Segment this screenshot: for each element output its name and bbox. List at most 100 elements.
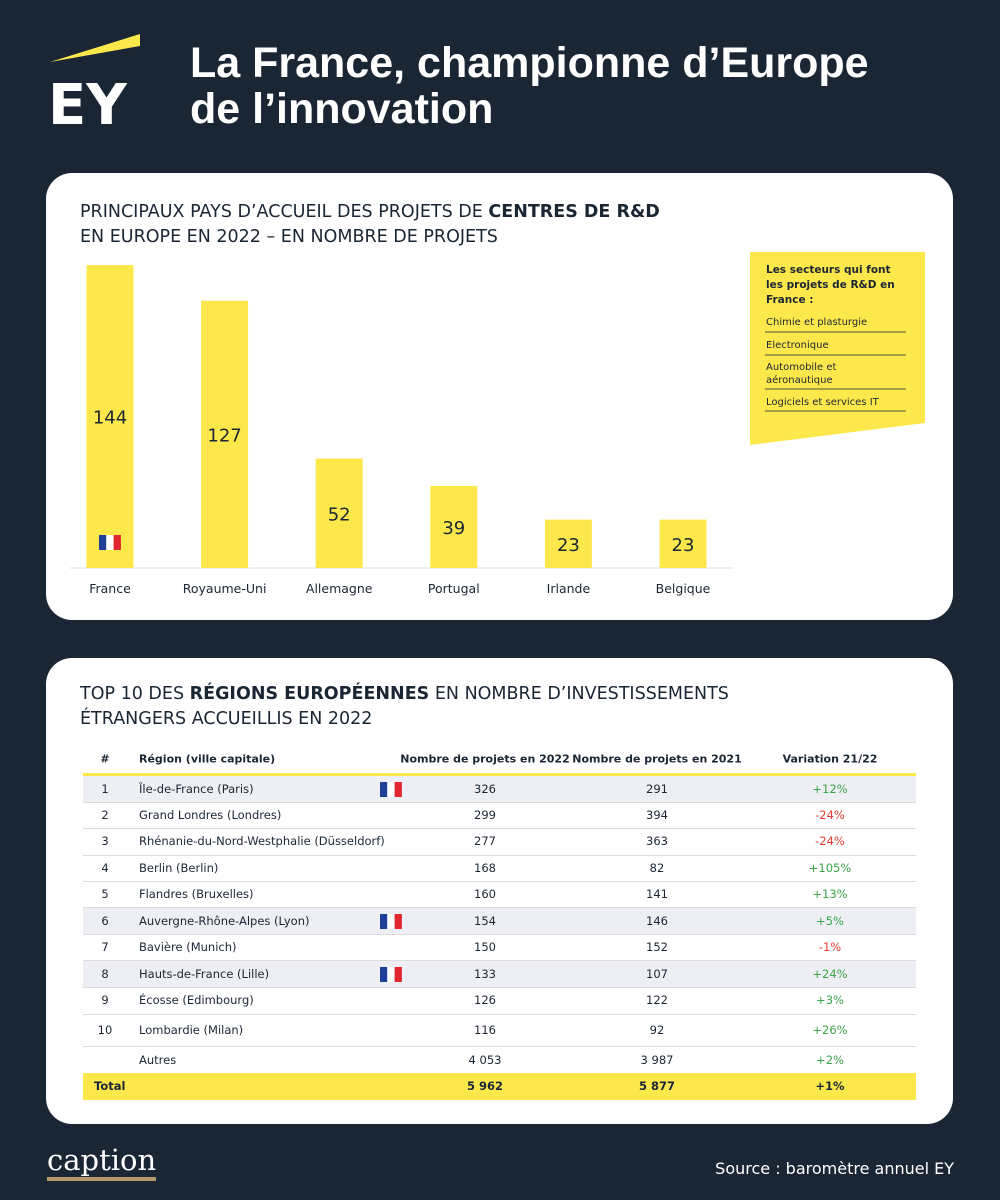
flag-stripe	[380, 967, 388, 982]
table-cell: Écosse (Edimbourg)	[139, 993, 254, 1007]
table-cell: +24%	[812, 967, 848, 981]
column-header: Région (ville capitale)	[139, 752, 276, 766]
table-cell: 116	[474, 1023, 496, 1037]
title-part: RÉGIONS EUROPÉENNES	[189, 684, 430, 704]
flag-stripe	[380, 914, 388, 929]
source: Source : baromètre annuel EY	[715, 1159, 954, 1178]
flag-stripe	[394, 967, 402, 982]
column-header: #	[100, 752, 110, 766]
table-cell: 4 053	[468, 1053, 502, 1067]
table-cell: 150	[474, 940, 496, 954]
title-line: La France, championne d’Europe	[190, 39, 869, 87]
bar	[544, 519, 592, 568]
sidebox-item: Logiciels et services IT	[766, 397, 879, 408]
row-rule	[83, 802, 916, 803]
table-cell: +13%	[812, 887, 848, 901]
table-cell: +105%	[808, 861, 852, 875]
table-cell: 277	[474, 834, 496, 848]
table-cell: Île-de-France (Paris)	[139, 782, 254, 796]
sidebox-title: Les secteurs qui font les projets de R&D…	[766, 264, 895, 306]
table-cell: 4	[101, 861, 109, 875]
header-rule	[83, 773, 916, 776]
table-cell: +3%	[816, 993, 844, 1007]
sidebox-item: Electronique	[766, 340, 829, 351]
table-cell: 10	[97, 1023, 113, 1037]
value-label: 39	[442, 518, 465, 539]
table-cell: Autres	[139, 1053, 177, 1067]
table-cell: Rhénanie-du-Nord-Westphalie (Düsseldorf)	[139, 834, 385, 848]
bar	[315, 458, 363, 568]
sidebox-lines	[765, 331, 906, 412]
title-part: TOP 10 DES	[80, 684, 185, 704]
title-part: EN NOMBRE D’INVESTISSEMENTS	[434, 684, 729, 704]
bar	[201, 300, 249, 568]
x-tick-label: Belgique	[656, 581, 711, 596]
sidebox-items: Chimie et plasturgie Electronique Automo…	[766, 316, 901, 409]
bar	[430, 485, 478, 568]
table-cell: 107	[646, 967, 668, 981]
table-cell: 154	[474, 914, 496, 928]
table-title: TOP 10 DES RÉGIONS EUROPÉENNES EN NOMBRE…	[80, 682, 729, 732]
flag-stripe	[387, 967, 395, 982]
flag-stripe	[106, 535, 114, 550]
row-bg	[83, 1073, 916, 1100]
table-cell: 122	[646, 993, 668, 1007]
row-bg	[83, 776, 916, 802]
flag-stripe	[380, 782, 388, 797]
row-rule	[83, 1046, 916, 1047]
table-cell: 3 987	[640, 1053, 674, 1067]
table-cell: 126	[474, 993, 496, 1007]
total-cell: 5 962	[466, 1079, 504, 1093]
row-rule	[83, 960, 916, 961]
table-cell: 291	[646, 782, 668, 796]
total-cell: Total	[94, 1079, 126, 1093]
table-cell: 146	[646, 914, 668, 928]
table-cell: Flandres (Bruxelles)	[139, 887, 254, 901]
x-tick-label: Royaume-Uni	[183, 581, 267, 596]
sidebox-item: Automobile et aéronautique	[766, 362, 837, 386]
sidebox-item: Chimie et plasturgie	[766, 317, 868, 328]
table-cell: +12%	[812, 782, 848, 796]
flag-stripe	[387, 782, 395, 797]
title-part: PRINCIPAUX PAYS D’ACCUEIL DES PROJETS DE	[80, 202, 483, 222]
flag-stripe	[394, 914, 402, 929]
table-cell: 7	[101, 940, 109, 954]
table-cell: 394	[646, 808, 668, 822]
bar-chart: 144 France 127 Royaume-Uni 52 Allemagne 39 Port…	[70, 252, 925, 596]
table-cell: 5	[101, 887, 109, 901]
sidebox-bg	[750, 252, 925, 445]
flag	[380, 914, 402, 929]
flag-stripe	[394, 782, 402, 797]
title-part: EN EUROPE EN 2022 – EN NOMBRE DE PROJETS	[80, 227, 498, 247]
table-cell: 168	[474, 861, 496, 875]
value-label: 127	[207, 425, 241, 446]
table-cell: -1%	[818, 940, 842, 954]
row-bg	[83, 908, 916, 934]
table-cell: 299	[474, 808, 496, 822]
flag	[99, 535, 121, 550]
column-header: Variation 21/22	[782, 752, 878, 766]
table-cell: -24%	[815, 834, 845, 848]
logo-text: EY	[48, 73, 128, 130]
row-rule	[83, 1014, 916, 1015]
table-cell: Berlin (Berlin)	[139, 861, 219, 875]
total-cell: 5 877	[638, 1079, 676, 1093]
table-cell: 326	[474, 782, 496, 796]
x-tick-label: Portugal	[428, 581, 480, 596]
bar	[86, 265, 134, 568]
flag	[380, 782, 402, 797]
value-label: 144	[93, 408, 127, 429]
total-cell: +1%	[815, 1079, 845, 1093]
value-label: 52	[328, 504, 351, 525]
table-cell: -24%	[815, 808, 845, 822]
chart-title: PRINCIPAUX PAYS D’ACCUEIL DES PROJETS DE…	[80, 200, 660, 250]
ey-logo: EY	[48, 34, 140, 130]
x-tick-label: Irlande	[547, 581, 591, 596]
table-cell: 1	[101, 782, 109, 796]
flag	[380, 967, 402, 982]
table-cell: 3	[101, 834, 109, 848]
table-cell: +26%	[812, 1023, 848, 1037]
table-cell: 8	[101, 967, 109, 981]
